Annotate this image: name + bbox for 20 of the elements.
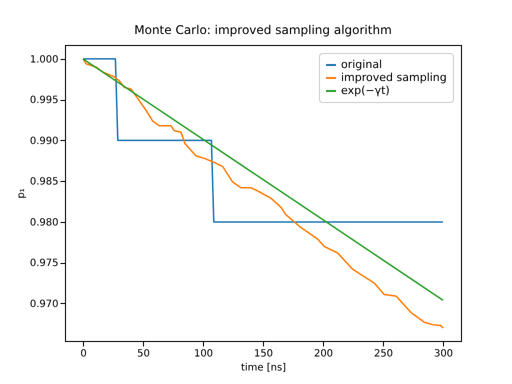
x-tick-label: 200 [314,348,334,360]
chart-title: Monte Carlo: improved sampling algorithm [134,23,392,37]
y-tick-label: 0.975 [30,258,58,270]
x-tick-label: 100 [194,348,214,360]
y-tick-label: 0.990 [30,136,58,147]
legend-label: improved sampling [341,71,447,84]
x-tick-label: 300 [434,348,454,360]
y-tick-label: 0.995 [30,95,58,106]
x-tick-label: 150 [254,348,274,360]
y-tick-label: 0.980 [30,217,58,228]
y-tick-label: 0.985 [30,176,58,188]
legend-label: original [341,58,382,71]
x-tick-label: 50 [137,348,150,360]
y-tick-label: 0.970 [30,298,58,310]
x-tick-label: 0 [80,348,87,360]
y-tick-label: 1.000 [30,54,58,66]
x-axis-title: time [ns] [240,362,286,374]
y-axis-title: p₁ [16,188,27,199]
legend-label: exp(−γt) [341,84,390,97]
x-tick-label: 250 [374,348,394,360]
